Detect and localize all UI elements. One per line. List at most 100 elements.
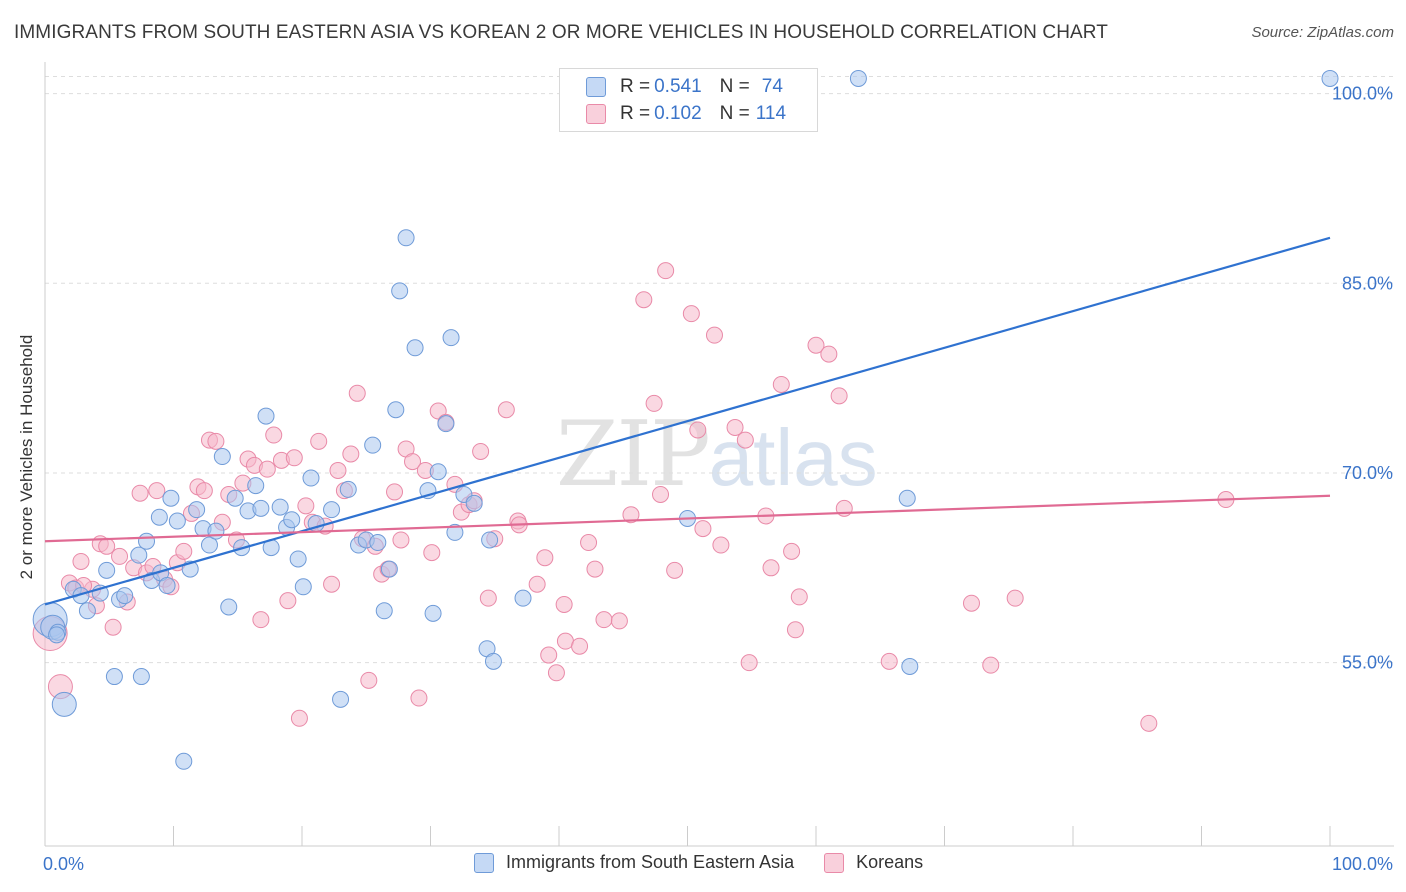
koreans-point <box>635 291 653 309</box>
n-value: 74 <box>761 76 783 97</box>
chart-title: IMMIGRANTS FROM SOUTH EASTERN ASIA VS KO… <box>14 22 1108 43</box>
immigrants-point <box>332 690 350 708</box>
koreans-point <box>104 618 122 636</box>
immigrants-point <box>397 229 415 247</box>
koreans-point <box>689 421 707 439</box>
series-legend: Immigrants from South Eastern Asia Korea… <box>474 852 953 873</box>
immigrants-point <box>391 282 409 300</box>
n-label: N = <box>719 76 750 97</box>
immigrants-point <box>406 339 424 357</box>
immigrants-point <box>162 489 180 507</box>
koreans-point <box>472 442 490 460</box>
koreans-point <box>290 709 308 727</box>
immigrants-point <box>188 501 206 519</box>
koreans-point <box>279 592 297 610</box>
immigrants-point <box>364 436 382 454</box>
immigrants-point <box>78 602 96 620</box>
immigrants-point <box>271 498 289 516</box>
legend-label: Immigrants from South Eastern Asia <box>506 852 795 872</box>
koreans-point <box>726 418 744 436</box>
legend-item-koreans: Koreans <box>824 852 923 873</box>
immigrants-point <box>514 589 532 607</box>
immigrants-point <box>901 657 919 675</box>
immigrants-point <box>484 652 502 670</box>
koreans-point <box>736 431 754 449</box>
immigrants-point <box>289 550 307 568</box>
koreans-point <box>622 506 640 524</box>
r-value: 0.541 <box>654 76 702 97</box>
koreans-point <box>1006 589 1024 607</box>
koreans-point <box>423 544 441 562</box>
legend-row-blue: R = 0.541 N = 74 <box>586 75 783 99</box>
koreans-point <box>297 497 315 515</box>
koreans-point <box>536 549 554 567</box>
koreans-point <box>740 654 758 672</box>
koreans-point <box>586 560 604 578</box>
immigrants-point <box>387 401 405 419</box>
koreans-point <box>329 461 347 479</box>
koreans-point <box>880 652 898 670</box>
koreans-point <box>342 445 360 463</box>
koreans-point <box>790 588 808 606</box>
koreans-point <box>72 552 90 570</box>
immigrants-point <box>116 587 134 605</box>
immigrants-point <box>437 415 455 433</box>
n-label: N = <box>719 103 750 124</box>
koreans-point <box>982 656 1000 674</box>
immigrants-point <box>138 532 156 550</box>
immigrants-point <box>158 577 176 595</box>
koreans-point <box>479 589 497 607</box>
immigrants-point <box>247 477 265 495</box>
koreans-point <box>666 561 684 579</box>
blue-swatch <box>586 77 606 97</box>
koreans-point <box>348 384 366 402</box>
koreans-point <box>207 432 225 450</box>
legend-label: Koreans <box>856 852 924 872</box>
koreans-point <box>285 449 303 467</box>
source-label: Source: ZipAtlas.com <box>1251 24 1394 41</box>
koreans-point <box>595 611 613 629</box>
koreans-point <box>392 531 410 549</box>
koreans-point <box>580 534 598 552</box>
immigrants-point <box>98 561 116 579</box>
immigrants-point <box>252 499 270 517</box>
immigrants-point <box>1321 69 1339 87</box>
immigrants-point <box>226 489 244 507</box>
koreans-point <box>404 453 422 471</box>
koreans-point <box>772 375 790 393</box>
immigrants-point <box>302 469 320 487</box>
koreans-point <box>111 547 129 565</box>
immigrants-point <box>130 546 148 564</box>
koreans-point <box>645 394 663 412</box>
koreans-point <box>547 664 565 682</box>
watermark-zip: ZIP <box>556 402 711 507</box>
immigrants-point <box>257 407 275 425</box>
koreans-point <box>98 537 116 555</box>
koreans-point <box>258 460 276 478</box>
koreans-point <box>265 426 283 444</box>
koreans-point <box>323 575 341 593</box>
koreans-point <box>571 637 589 655</box>
immigrants-point <box>150 508 168 526</box>
pink-swatch <box>824 852 845 873</box>
immigrants-point <box>380 560 398 578</box>
y-axis-label: 2 or more Vehicles in Household <box>17 334 36 580</box>
immigrants-point <box>898 489 916 507</box>
immigrants-point <box>375 602 393 620</box>
blue-swatch <box>474 852 494 873</box>
koreans-point <box>705 326 723 344</box>
immigrants-point <box>369 534 387 552</box>
koreans-point <box>386 483 404 501</box>
immigrants-point <box>168 512 186 530</box>
immigrants-point <box>213 448 231 466</box>
r-label: R = <box>620 76 651 97</box>
immigrants-point <box>339 480 357 498</box>
immigrants-point <box>424 604 442 622</box>
r-value: 0.102 <box>654 103 702 124</box>
koreans-point <box>310 432 328 450</box>
immigrants-point <box>429 463 447 481</box>
immigrants-point <box>294 578 312 596</box>
koreans-point <box>783 542 801 560</box>
y-tick-label: 70.0% <box>1342 463 1393 483</box>
